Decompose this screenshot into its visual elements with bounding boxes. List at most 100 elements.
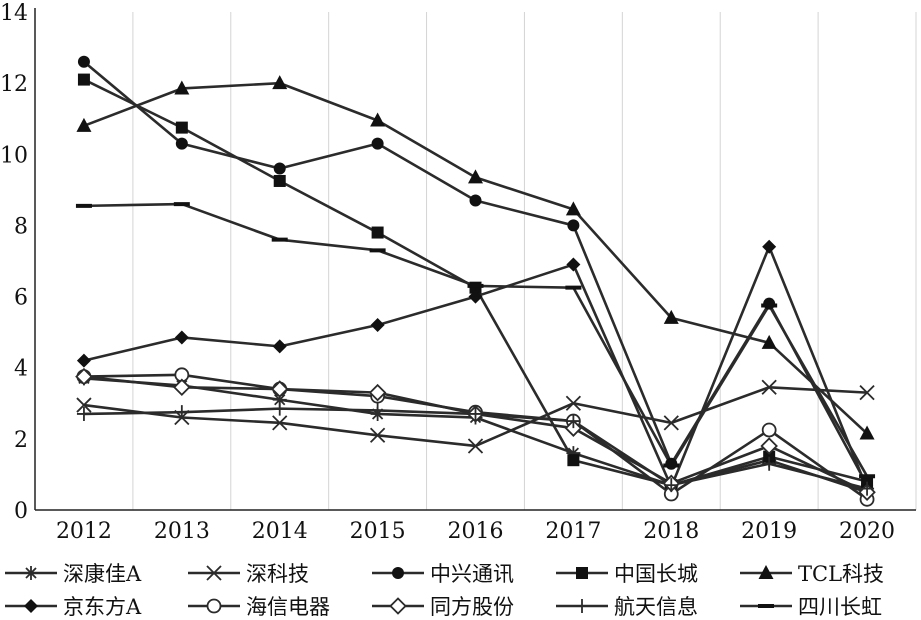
series-9-point [272,401,287,416]
y-tick-label: 6 [14,286,28,311]
x-tick-label: 2015 [350,519,406,544]
series-5-point [468,169,483,184]
legend-label: 中国长城 [614,562,698,586]
legend-item: 中国长城 [556,562,698,586]
grid-lines [132,12,917,510]
series-3-point [567,219,580,232]
legend-label: TCL科技 [798,562,884,586]
series-6-point [76,353,91,368]
series-2-point [761,379,777,395]
legend-marker [576,567,588,579]
legend-marker [206,598,222,614]
legend-marker [392,567,404,579]
legend-marker [389,597,407,615]
series-6-point [174,330,189,345]
x-tick-label: 2016 [448,519,504,544]
series-8-point [270,380,289,398]
series-6-point [468,289,483,304]
series-4-point [175,121,188,134]
series-1-point [566,446,581,461]
y-tick-label: 2 [14,428,28,453]
y-tick-label: 0 [14,499,28,524]
series-6-point [272,339,287,354]
series-4-point [861,475,874,488]
legend-item: 深康佳A [5,562,142,586]
series-1-point [272,392,287,407]
series-markers [75,55,876,507]
series-9-point [860,481,875,496]
legend-label: 四川长虹 [798,595,882,619]
series-9-point [762,456,777,471]
x-tick-label: 2020 [839,519,895,544]
series-5-point [272,75,288,90]
legend-label: 中兴通讯 [430,562,514,586]
series-4-point [371,226,384,239]
x-tick-label: 2014 [252,519,308,544]
series-3-point [371,137,384,150]
series-3-point [469,194,482,207]
legend-item: TCL科技 [740,562,884,586]
x-tick-label: 2012 [56,519,112,544]
series-5-point [76,117,92,132]
series-7-point [761,422,777,438]
series-9-point [468,406,483,421]
series-2-point [467,438,484,454]
x-tick-labels: 2012 2013 2014 2015 2016 2017 2018 2019 2020 [56,519,895,544]
legend-item: 航天信息 [556,595,698,619]
series-3-point [77,55,90,68]
series-4-point [763,450,776,463]
legend-marker [206,565,222,581]
y-tick-label: 12 [0,72,28,97]
legend-item: 同方股份 [372,595,514,619]
series-9-point [566,414,581,429]
series-9-point [174,405,189,420]
x-tick-label: 2019 [741,519,797,544]
legend-item: 海信电器 [188,595,330,619]
legend-item: 深科技 [188,562,309,586]
x-tick-label: 2017 [545,519,601,544]
y-tick-label: 8 [14,214,28,239]
legend-item: 中兴通讯 [372,562,514,586]
y-tick-label: 14 [0,1,28,26]
series-2-point [859,384,875,401]
axes [34,8,916,511]
series-2-point [663,415,679,431]
legend-label: 深康佳A [63,562,142,586]
series-8-point [173,378,191,397]
series-6-point [370,318,385,333]
series-4-point [273,174,286,187]
x-tick-label: 2018 [643,519,699,544]
series-5-point [565,201,581,216]
y-tick-labels: 0 2 4 6 8 10 12 14 [0,1,28,524]
series-9-point [370,403,385,418]
legend-label: 深科技 [246,562,309,586]
y-tick-label: 10 [0,143,28,168]
series-5-point [663,309,679,324]
series-4-point [77,73,90,86]
legend-label: 京东方A [63,595,142,619]
y-tick-label: 4 [14,357,28,382]
series-2-point [369,427,386,443]
series-8-point [75,367,93,386]
series-2-point [565,395,582,411]
legend-item: 京东方A [5,595,142,619]
series-2-point [272,415,288,431]
series-5-point [174,80,190,95]
x-tick-label: 2013 [154,519,210,544]
legend-label: 同方股份 [430,595,514,619]
series-3-point [175,137,188,150]
legend-marker [24,599,38,613]
series-6-point [762,239,777,254]
series-4-point [567,454,580,467]
legend-marker [575,599,589,613]
series-5-point [370,112,386,127]
series-3-point [273,162,286,175]
series-5-point [859,425,875,440]
legend-label: 海信电器 [246,595,330,619]
legend-marker [24,566,38,580]
series-5-point [761,334,777,349]
series-8-point [368,383,387,402]
series-9-point [664,478,679,493]
